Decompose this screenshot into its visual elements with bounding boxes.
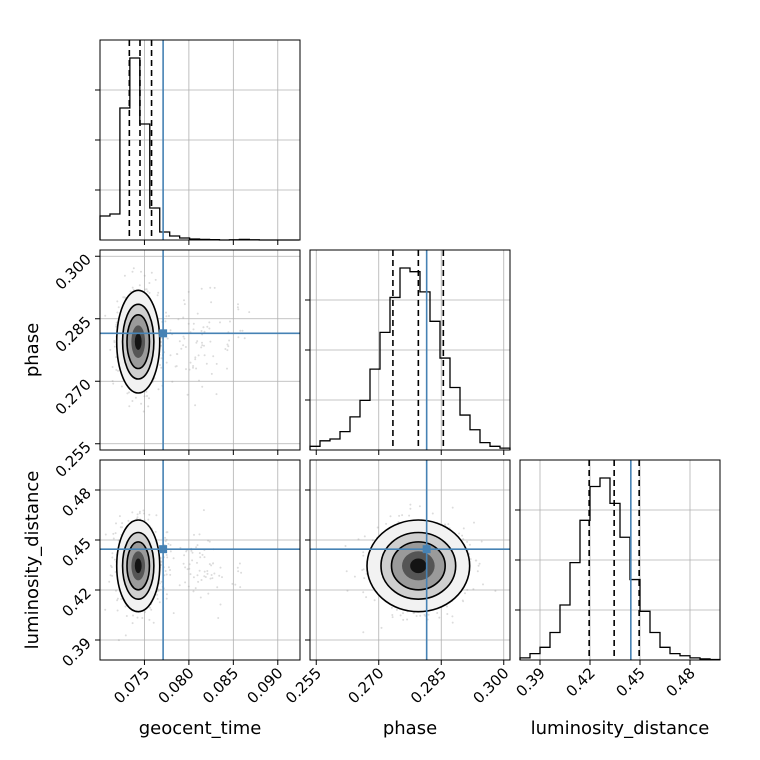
truth-marker <box>422 545 431 554</box>
x-axis-label-phase: phase <box>383 718 437 739</box>
x-tick-label: 0.300 <box>469 664 512 707</box>
panel-geocent_time-luminosity_distance <box>100 460 300 660</box>
density-level-4 <box>410 558 427 574</box>
panel-frame <box>309 459 511 661</box>
y-tick-label: 0.300 <box>52 250 95 293</box>
x-tick-label: 0.45 <box>612 664 648 700</box>
contour-1 <box>121 303 155 380</box>
contour-2 <box>390 541 446 591</box>
x-axis-label-luminosity_distance: luminosity_distance <box>531 718 710 739</box>
panel-frame <box>99 249 301 451</box>
x-tick-label: 0.085 <box>199 664 242 707</box>
frame-layer <box>95 39 721 665</box>
y-tick-label: 0.285 <box>52 313 95 356</box>
contour-2 <box>126 314 151 370</box>
truth-marker <box>159 545 168 554</box>
grid-layer <box>100 40 720 660</box>
contour-0 <box>115 519 161 613</box>
x-tick-label: 0.285 <box>407 664 450 707</box>
y-tick-label: 0.48 <box>58 484 94 520</box>
histogram-phase <box>309 267 511 450</box>
y-axis-label-luminosity_distance: luminosity_distance <box>22 471 43 650</box>
density-level-4 <box>134 333 142 350</box>
x-tick-label: 0.270 <box>344 664 387 707</box>
y-tick-label: 0.255 <box>52 438 95 481</box>
x-axis-label-geocent_time: geocent_time <box>139 718 262 739</box>
contour-0 <box>366 519 471 613</box>
y-tick-label: 0.270 <box>52 375 95 418</box>
x-tick-label: 0.075 <box>110 664 153 707</box>
contour-1 <box>380 531 457 600</box>
contour-1 <box>121 531 155 600</box>
contour-0 <box>115 289 161 394</box>
y-tick-label: 0.45 <box>58 534 94 570</box>
panel-frame <box>99 39 301 241</box>
y-tick-label: 0.39 <box>58 634 94 670</box>
panel-phase-luminosity_distance <box>310 460 510 660</box>
contour-2 <box>126 541 151 591</box>
x-tick-label: 0.48 <box>662 664 698 700</box>
panel-frame <box>99 459 301 661</box>
density-level-4 <box>134 558 142 574</box>
x-tick-label: 0.255 <box>282 664 325 707</box>
panel-geocent_time-phase <box>100 250 300 450</box>
x-tick-label: 0.39 <box>512 664 548 700</box>
x-tick-label: 0.090 <box>244 664 287 707</box>
data-layer <box>99 40 721 661</box>
y-tick-label: 0.42 <box>58 584 94 620</box>
y-axis-label-phase: phase <box>22 323 43 377</box>
truth-marker <box>159 329 168 338</box>
panel-frame <box>309 249 511 451</box>
panel-frame <box>519 459 721 661</box>
histogram-luminosity_distance <box>519 477 721 661</box>
x-tick-label: 0.080 <box>155 664 198 707</box>
x-tick-label: 0.42 <box>562 664 598 700</box>
